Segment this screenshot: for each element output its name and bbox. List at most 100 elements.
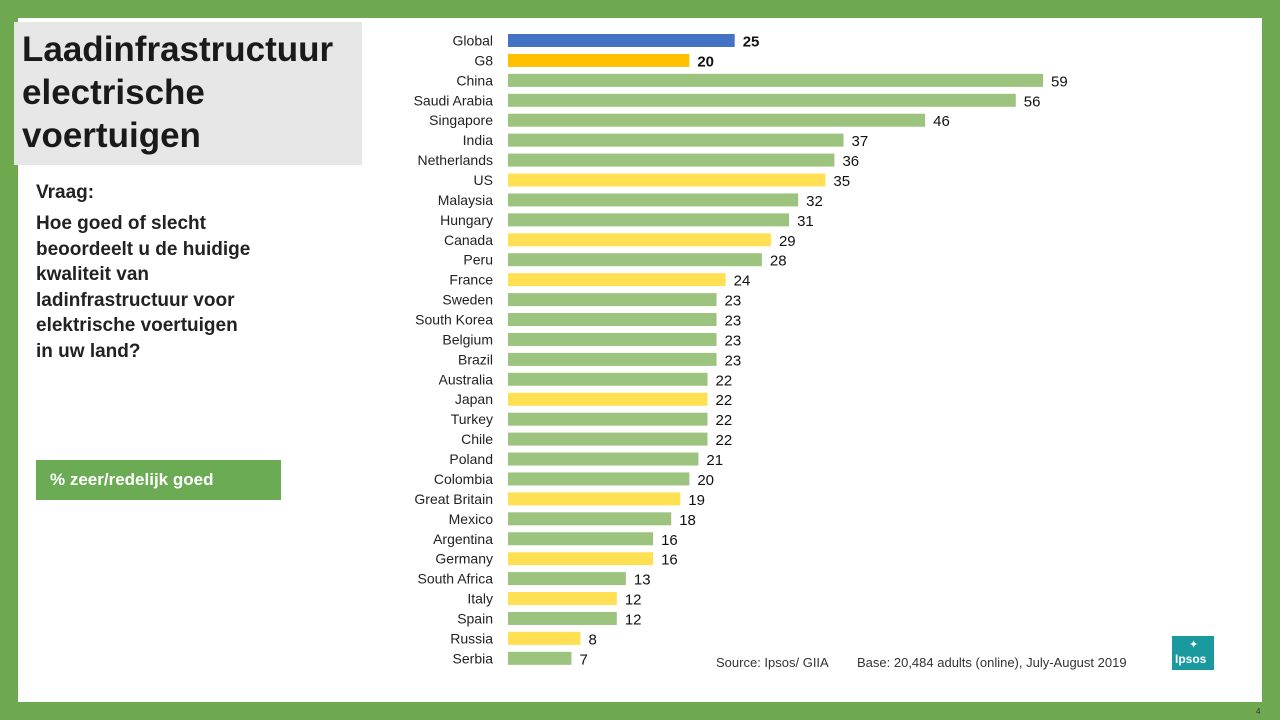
value-label-us: 35 — [833, 173, 850, 190]
value-label-hungary: 31 — [797, 213, 814, 230]
value-label-canada: 29 — [779, 233, 796, 250]
value-label-south-korea: 23 — [725, 313, 742, 330]
category-label-sweden: Sweden — [442, 292, 493, 308]
category-label-poland: Poland — [449, 451, 493, 467]
category-label-g8: G8 — [474, 52, 493, 68]
metric-box: % zeer/redelijk goed — [36, 460, 281, 500]
bar-chile — [508, 432, 708, 446]
category-label-chile: Chile — [461, 431, 493, 447]
value-label-singapore: 46 — [933, 113, 950, 130]
bar-spain — [508, 611, 617, 625]
value-label-netherlands: 36 — [842, 153, 859, 170]
category-label-hungary: Hungary — [440, 212, 493, 228]
bar-australia — [508, 372, 708, 386]
bar-belgium — [508, 332, 717, 346]
value-label-india: 37 — [852, 133, 869, 150]
ipsos-logo: ✦ Ipsos — [1172, 636, 1214, 670]
value-label-poland: 21 — [706, 452, 723, 469]
category-label-south-korea: South Korea — [415, 312, 493, 328]
value-label-serbia: 7 — [579, 651, 587, 668]
value-label-malaysia: 32 — [806, 193, 823, 210]
bar-turkey — [508, 412, 708, 426]
question-text: Hoe goed of slecht beoordeelt u de huidi… — [36, 213, 251, 362]
category-label-germany: Germany — [435, 551, 493, 567]
bar-colombia — [508, 472, 690, 486]
bar-south-africa — [508, 572, 626, 586]
bar-serbia — [508, 651, 572, 665]
category-label-russia: Russia — [450, 630, 493, 646]
bar-canada — [508, 233, 771, 247]
bar-global — [508, 34, 735, 47]
value-label-saudi-arabia: 56 — [1024, 93, 1041, 110]
category-label-mexico: Mexico — [449, 511, 494, 527]
value-label-belgium: 23 — [725, 332, 742, 349]
value-label-china: 59 — [1051, 73, 1068, 90]
category-label-saudi-arabia: Saudi Arabia — [414, 92, 494, 108]
bar-japan — [508, 392, 708, 406]
category-label-canada: Canada — [444, 232, 493, 248]
title-box: Laadinfrastructuur electrische voertuige… — [14, 22, 362, 165]
value-label-colombia: 20 — [697, 472, 714, 489]
bar-hungary — [508, 213, 790, 227]
bar-china — [508, 73, 1043, 87]
category-label-australia: Australia — [439, 371, 494, 387]
category-label-global: Global — [453, 33, 493, 49]
slide-title: Laadinfrastructuur electrische voertuige… — [22, 30, 334, 155]
bar-mexico — [508, 512, 672, 526]
bar-india — [508, 133, 844, 147]
logo-text: Ipsos — [1175, 652, 1207, 666]
category-label-india: India — [463, 132, 494, 148]
source-note: Source: Ipsos/ GIIA — [716, 655, 829, 670]
category-label-belgium: Belgium — [442, 331, 493, 347]
value-label-peru: 28 — [770, 253, 787, 270]
value-label-brazil: 23 — [725, 352, 742, 369]
category-label-us: US — [474, 172, 493, 188]
value-label-france: 24 — [734, 273, 751, 290]
value-label-global: 25 — [743, 34, 760, 51]
category-label-china: China — [456, 72, 493, 88]
category-label-south-africa: South Africa — [418, 571, 494, 587]
category-label-france: France — [449, 272, 493, 288]
logo-glyph-icon: ✦ — [1189, 639, 1199, 651]
value-label-italy: 12 — [625, 592, 642, 609]
category-label-japan: Japan — [455, 391, 493, 407]
value-label-south-africa: 13 — [634, 572, 651, 589]
bar-south-korea — [508, 313, 717, 327]
bar-us — [508, 173, 826, 187]
bar-malaysia — [508, 193, 799, 207]
bar-great-britain — [508, 492, 681, 506]
category-label-spain: Spain — [457, 610, 493, 626]
value-label-russia: 8 — [589, 631, 597, 648]
category-label-argentina: Argentina — [433, 531, 493, 547]
category-label-peru: Peru — [463, 252, 493, 268]
category-label-serbia: Serbia — [453, 650, 494, 666]
bar-france — [508, 273, 726, 287]
category-label-brazil: Brazil — [458, 351, 493, 367]
value-label-japan: 22 — [715, 392, 732, 409]
value-label-turkey: 22 — [715, 412, 732, 429]
question-label: Vraag: — [36, 182, 95, 203]
value-label-sweden: 23 — [725, 293, 742, 310]
bar-g8 — [508, 53, 690, 67]
bar-saudi-arabia — [508, 93, 1016, 107]
bar-russia — [508, 631, 581, 645]
bar-poland — [508, 452, 699, 466]
bar-italy — [508, 592, 617, 606]
bar-netherlands — [508, 153, 835, 167]
base-note: Base: 20,484 adults (online), July-Augus… — [857, 655, 1127, 670]
category-label-great-britain: Great Britain — [414, 491, 493, 507]
value-label-germany: 16 — [661, 552, 678, 569]
category-label-italy: Italy — [467, 591, 493, 607]
value-label-great-britain: 19 — [688, 492, 705, 509]
category-label-colombia: Colombia — [434, 471, 493, 487]
bar-germany — [508, 552, 654, 566]
page-number: 4 — [1256, 707, 1261, 716]
bar-brazil — [508, 352, 717, 366]
bar-peru — [508, 253, 762, 267]
value-label-mexico: 18 — [679, 512, 696, 529]
bar-sweden — [508, 293, 717, 307]
bar-singapore — [508, 113, 926, 127]
category-label-turkey: Turkey — [451, 411, 493, 427]
metric-label: % zeer/redelijk goed — [50, 470, 214, 489]
